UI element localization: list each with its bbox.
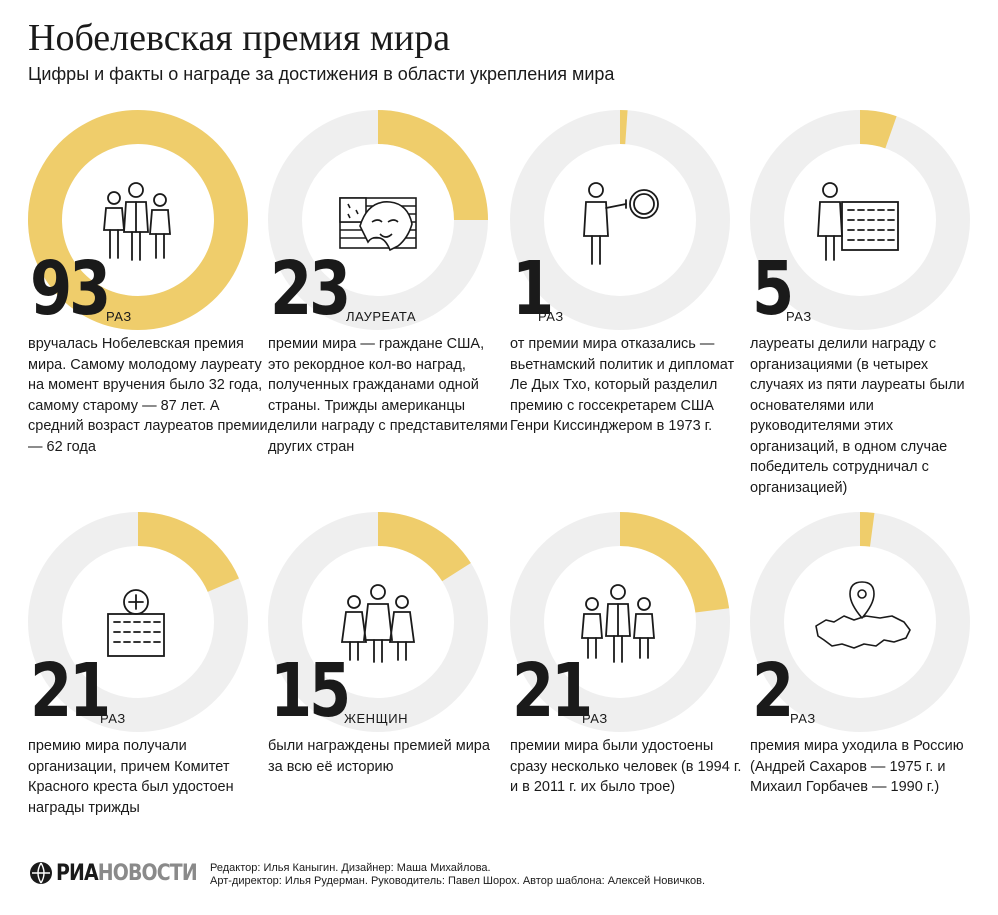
stat-unit: РАЗ: [538, 309, 564, 324]
donut-chart: [750, 512, 970, 732]
logo-text: РИАНОВОСТИ: [56, 860, 198, 886]
stat-unit: РАЗ: [786, 309, 812, 324]
person-refusing-medal-icon: [583, 182, 659, 265]
donut-arc-value: [377, 512, 471, 582]
stat-description: премия мира уходила в Россию (Андрей Сах…: [750, 738, 964, 795]
donut-arc-value: [859, 512, 875, 547]
three-women-icon: [340, 584, 416, 663]
stat-value: 5: [752, 246, 794, 332]
stat-card-russia: 2 РАЗ премия мира уходила в Россию (Андр…: [750, 512, 990, 882]
donut-chart: [268, 110, 488, 330]
russia-map-pin-icon: [815, 581, 911, 649]
page-subtitle: Цифры и факты о награде за достижения в …: [28, 64, 615, 84]
credits-line-1: Редактор: Илья Каныгин. Дизайнер: Маша М…: [210, 862, 491, 874]
donut-arc-value: [28, 110, 248, 330]
stat-value: 2: [752, 648, 794, 734]
donut-arc-value: [137, 512, 239, 593]
ria-globe-icon: [30, 862, 52, 884]
donut-chart: [510, 110, 730, 330]
stat-unit: РАЗ: [582, 711, 608, 726]
stat-unit: ЛАУРЕАТА: [346, 309, 417, 324]
stat-unit: РАЗ: [106, 309, 132, 324]
stat-value: 23: [270, 246, 351, 332]
donut-chart: [28, 512, 248, 732]
stat-description: премию мира получали организации, причем…: [28, 738, 234, 816]
stat-value: 21: [30, 648, 111, 734]
donut-arc-value: [619, 512, 730, 614]
stat-value: 15: [270, 648, 351, 734]
donut-chart: [28, 110, 248, 330]
stat-unit: РАЗ: [100, 711, 126, 726]
stat-description: лауреаты делили награду с организациями …: [750, 336, 965, 496]
stat-description: премии мира были удостоены сразу несколь…: [510, 738, 742, 795]
stat-card-several-winners: 21 РАЗ премии мира были удостоены сразу …: [510, 512, 750, 882]
stat-unit: ЖЕНЩИН: [344, 711, 408, 726]
credits-line-2: Арт-директор: Илья Рудерман. Руководител…: [210, 875, 706, 887]
donut-arc-value: [859, 110, 897, 149]
donut-chart: [750, 110, 970, 330]
stat-card-refusal: 1 РАЗ от премии мира отказались — вьетна…: [510, 110, 750, 480]
stat-value: 21: [512, 648, 593, 734]
stat-description: вручалась Нобелевская премия мира. Самом…: [28, 336, 268, 455]
group-of-people-icon: [581, 584, 655, 663]
stat-card-organizations: 21 РАЗ премию мира получали организации,…: [28, 512, 268, 882]
stat-value: 1: [512, 246, 554, 332]
stat-description: премии мира — граждане США, это рекордно…: [268, 336, 508, 455]
donut-arc-value: [377, 110, 488, 221]
page-title: Нобелевская премия мира: [28, 17, 451, 59]
stat-value: 93: [30, 246, 111, 332]
group-of-people-icon: [103, 182, 171, 261]
credits: Редактор: Илья Каныгин. Дизайнер: Маша М…: [210, 862, 705, 888]
us-flag-eagle-icon: [339, 197, 417, 252]
stat-card-laureates-count: 93 РАЗ вручалась Нобелевская премия мира…: [28, 110, 268, 480]
stat-description: были награждены премией мира за всю её и…: [268, 738, 490, 775]
red-cross-building-icon: [107, 589, 165, 657]
donut-chart: [510, 512, 730, 732]
ria-novosti-logo: РИАНОВОСТИ: [28, 860, 220, 886]
stat-card-shared-with-orgs: 5 РАЗ лауреаты делили награду с организа…: [750, 110, 990, 496]
stat-card-women: 15 ЖЕНЩИН были награждены премией мира з…: [268, 512, 508, 882]
donut-chart: [268, 512, 488, 732]
person-and-building-icon: [817, 182, 899, 261]
stat-description: от премии мира отказались — вьетнамский …: [510, 336, 735, 434]
stat-card-us-laureates: 23 ЛАУРЕАТА премии мира — граждане США, …: [268, 110, 508, 480]
stat-unit: РАЗ: [790, 711, 816, 726]
